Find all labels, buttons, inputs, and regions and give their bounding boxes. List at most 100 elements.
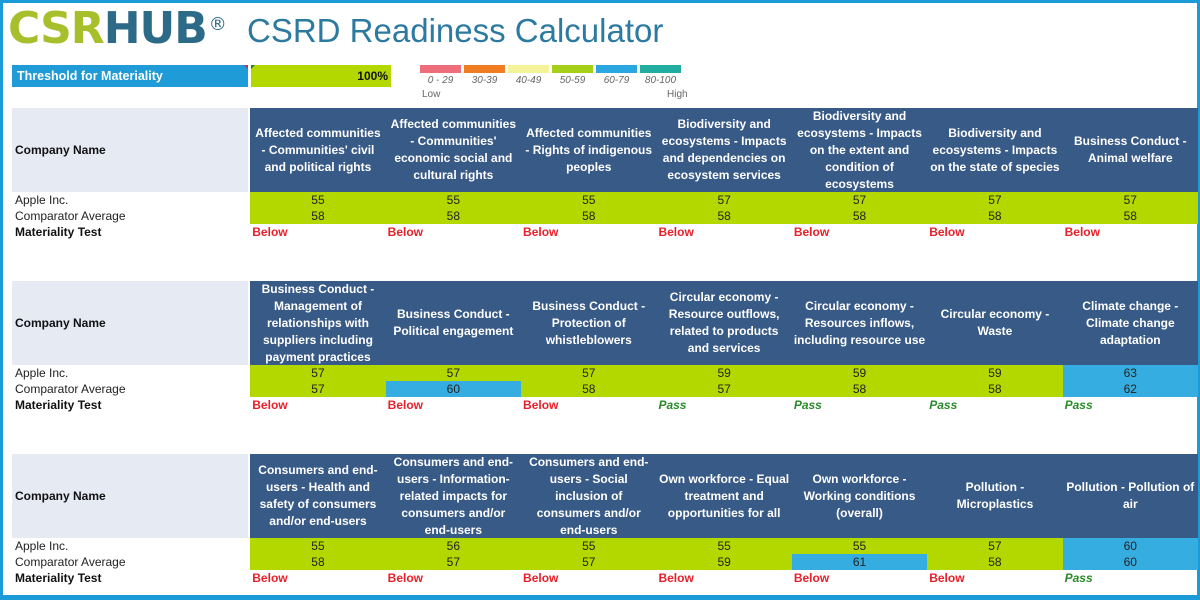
score-cell[interactable]: 60 <box>1062 538 1198 554</box>
score-cell[interactable]: 57 <box>250 365 386 381</box>
legend-swatch <box>464 65 505 73</box>
materiality-test-result: Below <box>793 571 830 585</box>
materiality-table-section: Company Name Business Conduct - Manageme… <box>12 281 1198 413</box>
legend-swatch <box>420 65 461 73</box>
materiality-test-result: Pass <box>1064 571 1093 585</box>
table-row: Comparator Average 57 60 58 57 58 58 62 <box>12 381 1198 397</box>
row-label: Apple Inc. <box>15 366 69 380</box>
score-cell[interactable]: 57 <box>927 192 1063 208</box>
row-label: Apple Inc. <box>15 193 69 207</box>
legend-swatch <box>552 65 593 73</box>
legend-item: 40-49 <box>508 65 549 86</box>
topic-column-header: Biodiversity and ecosystems - Impacts on… <box>797 108 922 191</box>
score-cell[interactable]: 59 <box>656 365 792 381</box>
legend-item: 30-39 <box>464 65 505 86</box>
score-cell[interactable]: 61 <box>791 554 928 570</box>
score-cell[interactable]: 58 <box>521 208 657 224</box>
legend-item: 60-79 <box>596 65 637 86</box>
score-cell[interactable]: 59 <box>791 365 928 381</box>
score-cell[interactable]: 57 <box>385 554 522 570</box>
score-cell[interactable]: 57 <box>927 538 1063 554</box>
score-cell[interactable]: 55 <box>791 538 928 554</box>
score-cell[interactable]: 59 <box>656 554 792 570</box>
score-cell[interactable]: 58 <box>385 208 522 224</box>
topic-column-header: Own workforce - Equal treatment and oppo… <box>659 471 790 520</box>
score-cell[interactable]: 58 <box>927 208 1063 224</box>
table-header-row: Company Name Business Conduct - Manageme… <box>12 281 1198 365</box>
topic-column-header: Biodiversity and ecosystems - Impacts on… <box>930 125 1060 174</box>
score-cell[interactable]: 60 <box>385 381 522 397</box>
topic-column-header: Affected communities - Communities' econ… <box>390 117 517 182</box>
score-cell[interactable]: 55 <box>656 538 792 554</box>
legend-range: 30-39 <box>471 75 498 86</box>
legend-swatch <box>640 65 681 73</box>
materiality-test-result: Below <box>523 225 559 239</box>
score-cell[interactable]: 57 <box>791 192 928 208</box>
topic-column-header: Pollution - Pollution of air <box>1066 480 1195 511</box>
materiality-test-result: Pass <box>793 398 822 412</box>
materiality-test-result: Below <box>929 571 965 585</box>
score-cell[interactable]: 59 <box>927 365 1063 381</box>
legend-swatch <box>508 65 549 73</box>
csrhub-logo: CSRHUB ® <box>8 3 227 54</box>
table-row: Comparator Average 58 57 57 59 61 58 60 <box>12 554 1198 570</box>
score-cell[interactable]: 58 <box>791 208 928 224</box>
materiality-test-result: Pass <box>1064 398 1093 412</box>
row-label: Comparator Average <box>15 382 126 396</box>
materiality-test-result: Below <box>252 398 288 412</box>
score-cell[interactable]: 57 <box>656 192 792 208</box>
topic-column-header: Business Conduct - Political engagement <box>393 307 514 338</box>
score-cell[interactable]: 57 <box>656 381 792 397</box>
materiality-table-section: Company Name Consumers and end-users - H… <box>12 454 1198 586</box>
materiality-test-result: Below <box>523 398 559 412</box>
color-legend: 0 - 29 30-39 40-49 50-59 60-79 80-100 <box>420 65 681 86</box>
company-name-header: Company Name <box>12 281 249 365</box>
threshold-label-text: Threshold for Materiality <box>17 69 163 83</box>
table-row: Comparator Average 58 58 58 58 58 58 58 <box>12 208 1198 224</box>
score-cell[interactable]: 58 <box>250 208 386 224</box>
table-row: Materiality Test Below Below Below Below Bel… <box>12 570 1198 586</box>
score-cell[interactable]: 63 <box>1062 365 1198 381</box>
row-label: Apple Inc. <box>15 539 69 553</box>
score-cell[interactable]: 57 <box>521 365 657 381</box>
table-header-row: Company Name Consumers and end-users - H… <box>12 454 1198 538</box>
score-cell[interactable]: 57 <box>521 554 657 570</box>
score-cell[interactable]: 58 <box>791 381 928 397</box>
score-cell[interactable]: 56 <box>385 538 522 554</box>
score-cell[interactable]: 55 <box>250 538 386 554</box>
score-cell[interactable]: 57 <box>385 365 522 381</box>
topic-column-header: Business Conduct - Protection of whistle… <box>532 298 646 347</box>
topic-column-header: Consumers and end-users - Social inclusi… <box>529 454 649 537</box>
materiality-test-result: Below <box>658 571 694 585</box>
score-cell[interactable]: 57 <box>1062 192 1198 208</box>
topic-column-header: Affected communities - Rights of indigen… <box>525 125 653 174</box>
score-cell[interactable]: 58 <box>1062 208 1198 224</box>
topic-column-header: Affected communities - Communities' civi… <box>255 125 381 174</box>
page-title: CSRD Readiness Calculator <box>247 12 664 49</box>
score-cell[interactable]: 55 <box>521 192 657 208</box>
score-cell[interactable]: 58 <box>927 381 1063 397</box>
score-cell[interactable]: 55 <box>385 192 522 208</box>
score-cell[interactable]: 58 <box>656 208 792 224</box>
table-header-row: Company Name Affected communities - Comm… <box>12 108 1198 192</box>
score-cell[interactable]: 58 <box>927 554 1063 570</box>
score-cell[interactable]: 55 <box>521 538 657 554</box>
legend-item: 0 - 29 <box>420 65 461 86</box>
row-label: Materiality Test <box>15 398 102 412</box>
table-row: Apple Inc. 57 57 57 59 59 59 63 <box>12 365 1198 381</box>
topic-column-header: Consumers and end-users - Information-re… <box>393 454 514 537</box>
score-cell[interactable]: 62 <box>1062 381 1198 397</box>
materiality-test-result: Below <box>929 225 965 239</box>
legend-item: 50-59 <box>552 65 593 86</box>
score-cell[interactable]: 55 <box>250 192 386 208</box>
materiality-table-section: Company Name Affected communities - Comm… <box>12 108 1198 240</box>
score-cell[interactable]: 58 <box>250 554 386 570</box>
score-cell[interactable]: 60 <box>1062 554 1198 570</box>
threshold-input[interactable]: 100% <box>251 65 391 87</box>
logo-csr: CSR <box>8 3 105 54</box>
threshold-value-text: 100% <box>357 69 388 83</box>
legend-item: 80-100 <box>640 65 681 86</box>
score-cell[interactable]: 57 <box>250 381 386 397</box>
company-name-header: Company Name <box>12 454 249 538</box>
score-cell[interactable]: 58 <box>521 381 657 397</box>
